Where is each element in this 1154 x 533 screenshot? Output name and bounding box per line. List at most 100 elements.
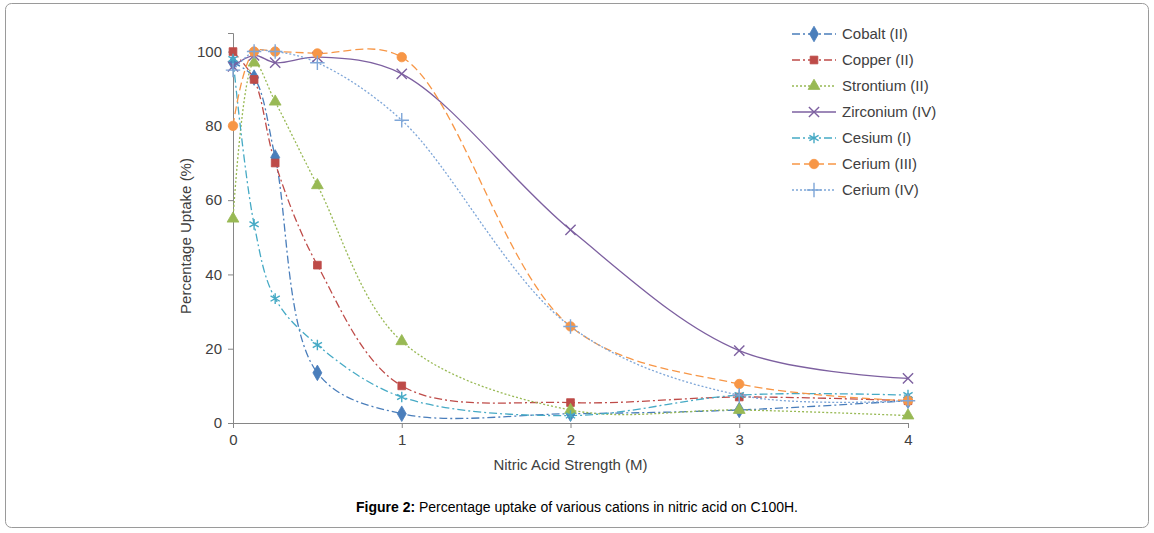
tick-label: 4	[904, 431, 912, 448]
legend-marker	[810, 56, 818, 64]
tick-mark	[402, 423, 403, 428]
series-line	[233, 63, 908, 416]
tick-mark	[571, 423, 572, 428]
data-point	[311, 178, 323, 188]
data-point	[314, 261, 322, 269]
lines	[233, 49, 908, 419]
axis-line	[228, 34, 234, 424]
data-point	[734, 345, 744, 355]
legend-label: Cerium (IV)	[842, 181, 919, 198]
legend-item: Cobalt (II)	[792, 25, 908, 42]
data-point	[732, 388, 746, 402]
x-axis-title: Nitric Acid Strength (M)	[493, 456, 647, 473]
legend-label: Cobalt (II)	[842, 25, 908, 42]
x-axis: 0 1 2 3 4	[229, 423, 912, 448]
legend-label: Cesium (I)	[842, 129, 911, 146]
data-point	[902, 409, 914, 419]
tick-mark	[228, 423, 233, 424]
data-point	[563, 319, 577, 333]
series-line	[233, 49, 908, 401]
data-point	[903, 373, 913, 383]
legend: Cobalt (II) Copper (II) Strontium (II) Zirc…	[792, 25, 936, 198]
tick: 4	[904, 423, 912, 448]
data-point	[397, 406, 406, 422]
data-point	[565, 225, 575, 235]
legend-label: Zirconium (IV)	[842, 103, 936, 120]
tick: 60	[205, 191, 233, 208]
series-line	[233, 59, 908, 416]
figure-frame	[6, 4, 1149, 528]
legend-marker	[807, 183, 821, 197]
data-point	[733, 403, 745, 413]
data-point	[397, 392, 406, 403]
data-point	[397, 52, 406, 61]
y-axis: 0 20 40 60 80 100	[197, 34, 234, 432]
data-point	[271, 293, 280, 304]
data-point	[270, 58, 280, 68]
legend-label: Strontium (II)	[842, 77, 929, 94]
tick-label: 0	[229, 431, 237, 448]
data-point	[901, 393, 915, 407]
tick: 40	[205, 266, 233, 283]
tick-label: 1	[398, 431, 406, 448]
tick-label: 20	[205, 340, 222, 357]
legend-item: Copper (II)	[792, 51, 914, 68]
legend-marker	[809, 107, 819, 117]
tick: 2	[567, 423, 575, 448]
data-point	[397, 69, 407, 79]
data-point	[271, 159, 279, 167]
data-point	[395, 113, 409, 127]
data-point	[313, 365, 322, 381]
legend-marker	[809, 133, 818, 144]
series-line	[233, 52, 908, 404]
data-point	[313, 340, 322, 351]
tick: 1	[398, 423, 406, 448]
tick-label: 80	[205, 117, 222, 134]
data-point	[250, 70, 259, 86]
data-point	[269, 95, 281, 105]
series-line	[233, 63, 908, 419]
data-point	[566, 410, 575, 421]
series-line	[233, 55, 908, 378]
legend-marker	[810, 26, 819, 42]
tick: 20	[205, 340, 233, 357]
legend-item: Zirconium (IV)	[792, 103, 936, 120]
legend-item: Cesium (I)	[792, 129, 911, 146]
legend-label: Copper (II)	[842, 51, 914, 68]
data-point	[247, 44, 261, 58]
legend-item: Cerium (IV)	[792, 181, 919, 198]
tick-mark	[908, 423, 909, 428]
tick-label: 3	[736, 431, 744, 448]
data-point	[249, 219, 258, 230]
legend-marker	[808, 79, 820, 89]
tick: 0	[229, 423, 237, 448]
legend-label: Cerium (III)	[842, 155, 917, 172]
series-line	[233, 50, 908, 402]
tick-mark	[228, 349, 233, 350]
tick: 0	[214, 414, 233, 431]
markers	[226, 44, 915, 421]
tick-mark	[739, 423, 740, 428]
data-point	[226, 63, 240, 77]
tick: 3	[736, 423, 744, 448]
data-point	[310, 55, 324, 69]
tick-label: 2	[567, 431, 575, 448]
legend-marker	[809, 159, 818, 168]
tick-label: 40	[205, 266, 222, 283]
data-point	[396, 334, 408, 344]
title: Figure 2: Percentage uptake of various c…	[356, 499, 798, 515]
axis-line	[234, 424, 909, 429]
tick-mark	[228, 274, 233, 275]
legend-item: Cerium (III)	[792, 155, 917, 172]
data-point	[228, 54, 237, 65]
title-text: Percentage uptake of various cations in …	[415, 499, 798, 515]
tick-label: 0	[214, 414, 222, 431]
tick-label: 100	[197, 43, 222, 60]
data-point	[227, 212, 239, 222]
data-point	[268, 44, 282, 58]
tick-label: 60	[205, 191, 222, 208]
data-point	[398, 382, 406, 390]
tick: 100	[197, 43, 233, 60]
legend-item: Strontium (II)	[792, 77, 929, 94]
data-point	[250, 76, 258, 84]
